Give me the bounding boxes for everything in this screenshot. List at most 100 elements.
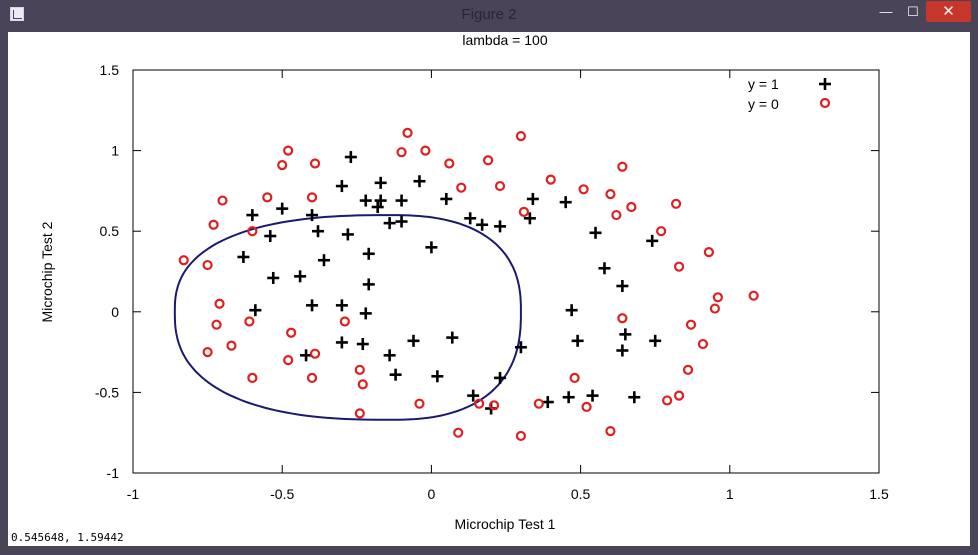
data-point-y0 <box>286 327 297 338</box>
data-point-y1 <box>294 270 307 283</box>
data-point-y1 <box>616 344 629 357</box>
data-point-y0 <box>262 192 273 203</box>
data-point-y0 <box>309 158 321 169</box>
x-tick-label: 1.5 <box>869 486 889 502</box>
data-point-y0 <box>545 174 556 185</box>
legend-label-y0: y = 0 <box>748 96 779 112</box>
data-point-y1 <box>425 241 438 254</box>
data-point-y1 <box>467 389 480 402</box>
data-point-y0 <box>709 303 720 314</box>
data-point-y1 <box>341 228 354 241</box>
y-tick-label: 1 <box>111 143 119 159</box>
data-point-y1 <box>616 280 629 293</box>
data-point-y0 <box>202 259 213 271</box>
data-point-y0 <box>217 195 228 206</box>
data-point-y0 <box>214 298 225 309</box>
data-point-y0 <box>339 316 350 327</box>
minimize-button[interactable]: — <box>879 4 893 19</box>
y-tick-label: 0 <box>111 304 119 320</box>
data-point-y1 <box>476 218 489 231</box>
data-point-y1 <box>356 338 369 351</box>
data-point-y0 <box>626 201 637 213</box>
data-point-y0 <box>414 398 425 409</box>
data-point-y0 <box>494 180 506 192</box>
data-point-y1 <box>523 212 536 225</box>
x-tick-label: 1 <box>726 486 734 502</box>
plot-area-window[interactable]: -1 -0.5 0 0.5 1 1.5 -1 -0.5 0 0.5 1 1.5 lambda = 10… <box>8 32 970 546</box>
legend-marker-y1 <box>819 78 831 90</box>
data-point-y1 <box>374 194 387 207</box>
figure-app-icon <box>10 7 24 21</box>
x-tick-label: -1 <box>127 486 140 502</box>
data-point-y0 <box>211 319 222 330</box>
data-point-y0 <box>662 395 673 406</box>
data-point-y1 <box>306 209 319 222</box>
x-tick-label: 0.5 <box>571 486 591 502</box>
data-point-y1 <box>494 220 507 233</box>
data-point-y1 <box>559 196 572 209</box>
data-point-y1 <box>446 331 459 344</box>
data-point-y1 <box>335 180 348 193</box>
data-point-y1 <box>389 368 402 381</box>
data-point-y1 <box>371 201 384 214</box>
data-point-y0 <box>673 261 685 272</box>
data-point-y0 <box>306 192 318 203</box>
data-point-y0 <box>703 247 715 258</box>
data-point-y0 <box>202 347 213 358</box>
data-point-y0 <box>396 147 407 158</box>
data-point-y1 <box>300 349 313 362</box>
data-point-y0 <box>247 372 258 383</box>
data-point-y0 <box>605 425 616 437</box>
data-point-y1 <box>514 341 527 354</box>
data-point-y0 <box>208 219 219 230</box>
data-point-y1 <box>431 370 444 383</box>
data-point-y0 <box>283 145 294 156</box>
title-bar[interactable]: Figure 2 — ☐ ✕ <box>0 0 978 32</box>
data-point-y1 <box>494 371 507 384</box>
data-point-y1 <box>440 192 453 205</box>
x-tick-label: -0.5 <box>270 486 294 502</box>
data-point-y1 <box>306 299 319 312</box>
data-point-y0 <box>402 127 413 138</box>
data-point-y0 <box>605 189 616 200</box>
data-point-y1 <box>383 217 396 230</box>
scatter-chart[interactable]: -1 -0.5 0 0.5 1 1.5 -1 -0.5 0 0.5 1 1.5 lambda = 10… <box>8 32 970 546</box>
close-button[interactable]: ✕ <box>926 1 971 22</box>
data-point-y1 <box>619 328 632 341</box>
data-point-y0 <box>673 390 685 401</box>
decision-boundary <box>173 214 522 421</box>
data-point-y0 <box>178 255 189 266</box>
data-point-y1 <box>362 278 375 291</box>
data-point-y0 <box>420 145 431 156</box>
data-point-y0 <box>515 430 527 442</box>
legend-marker-y0 <box>819 97 831 109</box>
data-point-y0 <box>244 316 255 327</box>
data-point-y1 <box>359 194 372 207</box>
data-point-y1 <box>598 262 611 275</box>
data-point-y1 <box>383 349 396 362</box>
data-point-y0 <box>444 158 455 169</box>
y-tick-label: -0.5 <box>95 384 119 400</box>
plot-frame <box>132 69 880 474</box>
data-point-y1 <box>628 391 641 404</box>
data-point-y1 <box>276 202 289 215</box>
data-point-y1 <box>237 250 250 263</box>
data-point-y0 <box>617 161 628 172</box>
data-point-y0 <box>682 364 694 375</box>
y-tick-label: 1.5 <box>100 62 120 78</box>
data-point-y0 <box>453 427 464 438</box>
legend: y = 1 y = 0 <box>748 76 831 112</box>
data-point-y0 <box>670 198 682 209</box>
data-point-y1 <box>565 304 578 317</box>
x-tick-label: 0 <box>428 486 436 502</box>
data-point-y0 <box>656 226 667 237</box>
data-point-y1 <box>359 307 372 320</box>
data-point-y1 <box>464 212 477 225</box>
data-point-y0 <box>581 401 592 413</box>
data-point-y0 <box>247 226 258 237</box>
data-point-y0 <box>354 364 365 375</box>
maximize-button[interactable]: ☐ <box>907 4 919 19</box>
data-point-y0 <box>569 372 580 383</box>
data-point-y1 <box>395 215 408 228</box>
data-point-y0 <box>697 338 709 350</box>
